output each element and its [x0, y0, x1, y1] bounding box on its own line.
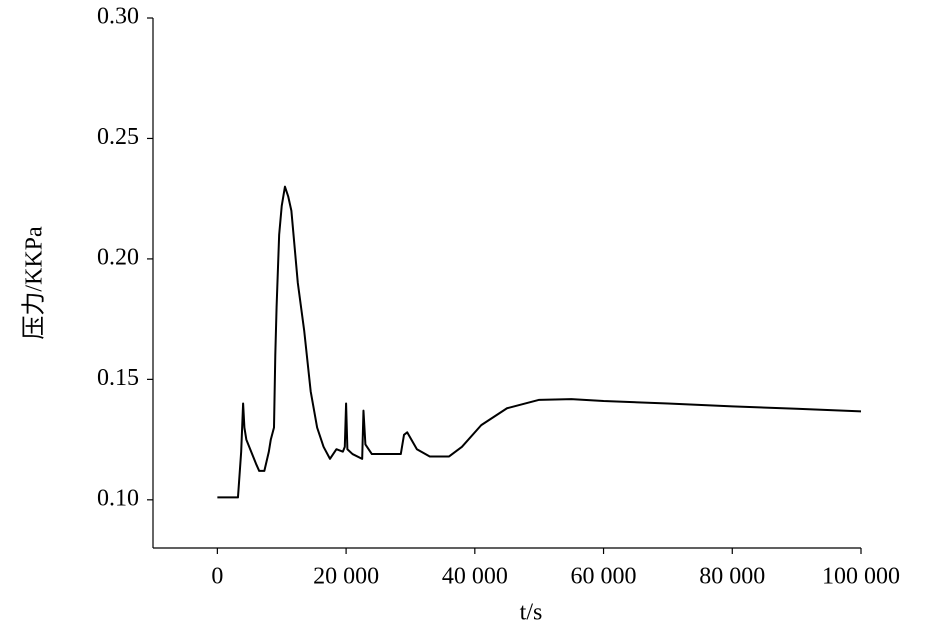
y-tick-label: 0.30	[97, 4, 139, 30]
y-tick-label: 0.15	[97, 365, 139, 391]
x-tick-label: 0	[211, 564, 223, 590]
x-tick-label: 80 000	[699, 564, 765, 590]
x-tick-label: 20 000	[313, 564, 379, 590]
data-line	[217, 185, 862, 499]
y-tick-label: 0.10	[97, 485, 139, 511]
y-tick-label: 0.20	[97, 244, 139, 270]
x-tick-label: 60 000	[571, 564, 637, 590]
x-axis-label: t/s	[520, 600, 543, 626]
x-tick-label: 40 000	[442, 564, 508, 590]
x-tick-label: 100 000	[822, 564, 900, 590]
y-axis-label: 压力/KKPa	[21, 226, 48, 340]
y-tick-label: 0.25	[97, 124, 139, 150]
